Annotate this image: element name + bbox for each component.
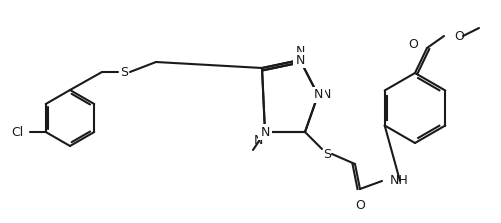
Text: Cl: Cl [12,126,24,138]
Text: S: S [120,66,128,78]
Text: O: O [354,199,364,212]
Text: N: N [313,89,322,101]
Text: N: N [260,126,269,138]
Text: N: N [253,134,263,147]
Text: NH: NH [389,175,408,188]
Text: N: N [260,126,269,138]
Text: N: N [295,54,304,66]
Text: O: O [453,29,463,43]
Text: N: N [321,89,331,101]
Text: N: N [295,54,304,66]
Text: S: S [322,147,330,161]
Text: N: N [313,89,322,101]
Text: N: N [295,45,304,58]
Text: O: O [407,37,417,50]
